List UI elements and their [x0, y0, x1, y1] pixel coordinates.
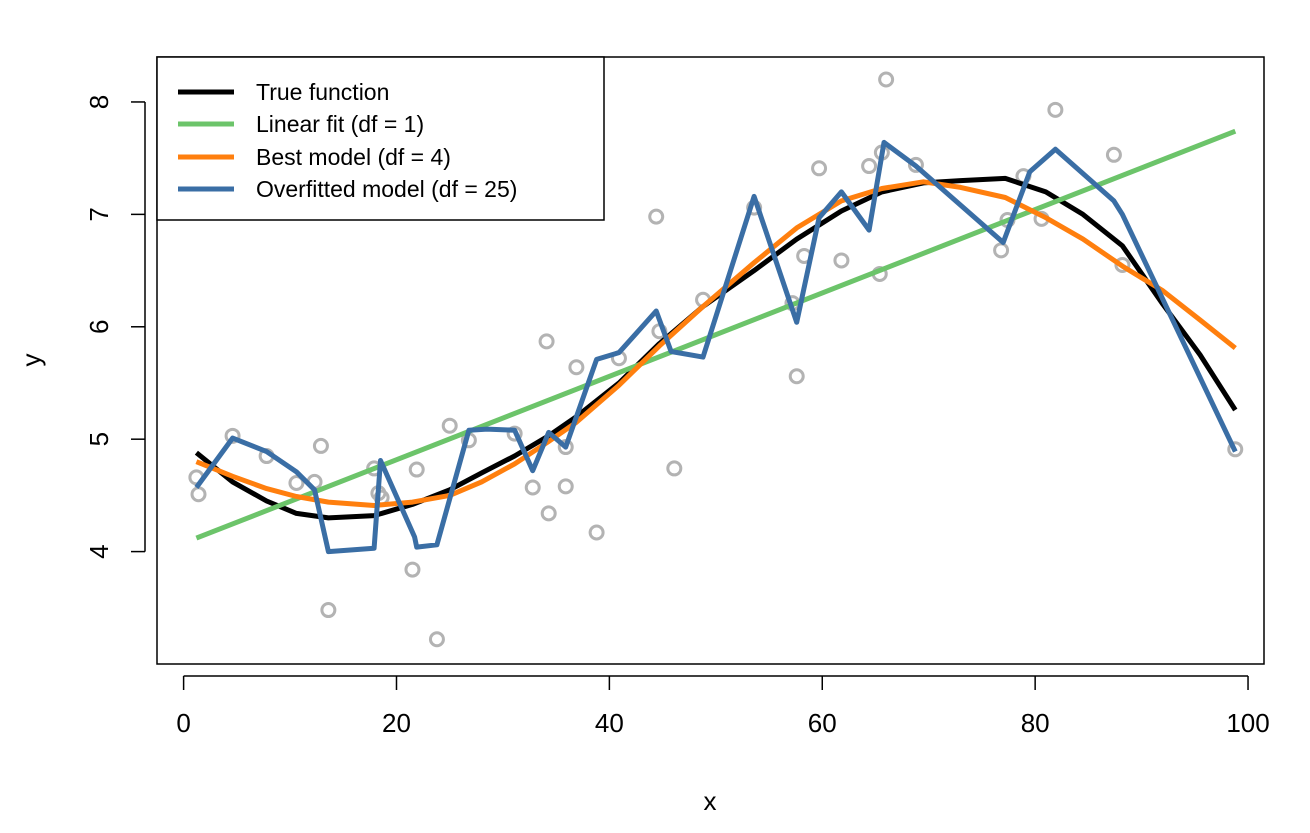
data-point: [878, 71, 895, 88]
x-tick-label: 100: [1226, 708, 1269, 738]
data-point: [588, 524, 605, 541]
data-point: [557, 478, 574, 495]
data-point: [833, 252, 850, 269]
data-point: [404, 561, 421, 578]
legend-label-linear-fit: Linear fit (df = 1): [256, 111, 424, 137]
data-point: [408, 461, 425, 478]
series-lines: [194, 128, 1238, 555]
data-point: [441, 417, 458, 434]
x-tick-label: 40: [595, 708, 624, 738]
data-point: [861, 158, 878, 175]
y-tick-label: 7: [84, 207, 114, 221]
y-tick-label: 6: [84, 320, 114, 334]
data-point: [788, 368, 805, 385]
y-tick-label: 5: [84, 432, 114, 446]
data-point: [568, 359, 585, 376]
overfitted-model-line: [194, 139, 1238, 555]
data-point: [811, 160, 828, 177]
y-axis: 4 5 6 7 8: [84, 95, 146, 559]
y-tick-label: 8: [84, 95, 114, 109]
y-tick-label: 4: [84, 544, 114, 558]
x-tick-label: 60: [808, 708, 837, 738]
x-tick-label: 80: [1021, 708, 1050, 738]
data-point: [666, 460, 683, 477]
true-function-line: [194, 175, 1238, 521]
legend: True function Linear fit (df = 1) Best m…: [156, 56, 605, 221]
data-point: [538, 333, 555, 350]
data-point: [288, 475, 305, 492]
data-point: [993, 242, 1010, 259]
legend-box: [156, 56, 605, 221]
data-point: [648, 208, 665, 225]
plot-frame: [156, 56, 1265, 665]
data-point: [907, 156, 924, 173]
data-point: [540, 505, 557, 522]
x-axis-title: x: [704, 786, 717, 816]
legend-label-true-function: True function: [256, 79, 389, 105]
data-points: [188, 71, 1244, 648]
data-point: [1227, 441, 1244, 458]
data-point: [524, 479, 541, 496]
linear-fit-line: [195, 128, 1237, 541]
data-point: [1114, 256, 1131, 273]
x-axis: 0 20 40 60 80 100: [176, 675, 1270, 738]
legend-label-overfitted-model: Overfitted model (df = 25): [256, 176, 517, 202]
data-point: [312, 437, 329, 454]
data-point: [506, 425, 523, 442]
y-axis-title: y: [16, 354, 46, 367]
legend-label-best-model: Best model (df = 4): [256, 144, 451, 170]
data-point: [1105, 146, 1122, 163]
data-point: [190, 486, 207, 503]
data-point: [428, 631, 445, 648]
data-point: [320, 602, 337, 619]
x-tick-label: 0: [176, 708, 190, 738]
best-model-line: [195, 179, 1237, 508]
x-tick-label: 20: [382, 708, 411, 738]
data-point: [1047, 101, 1064, 118]
